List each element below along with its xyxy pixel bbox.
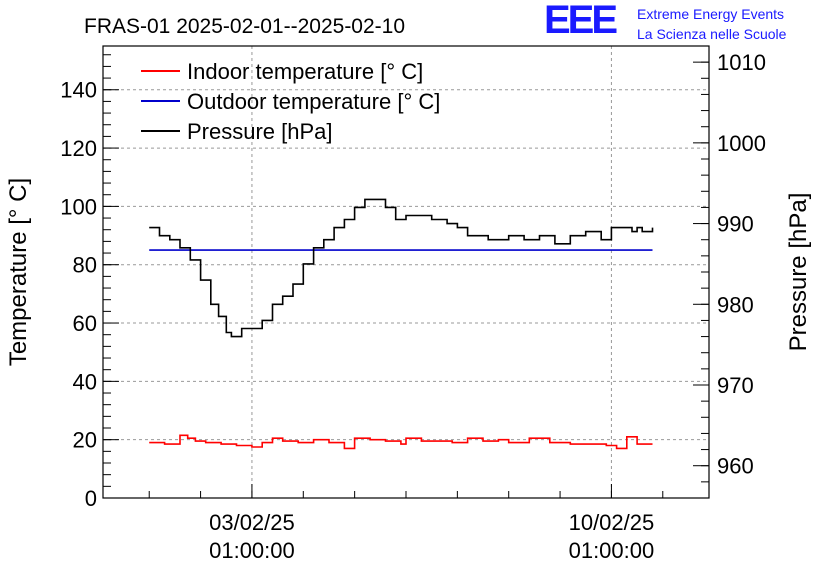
y2-tick-label: 1000: [717, 131, 766, 156]
logo-line-1: Extreme Energy Events: [637, 6, 785, 22]
eee-logo: EEE Extreme Energy Events La Scienza nel…: [544, 0, 832, 44]
grid-lines: [103, 46, 709, 498]
legend-label-1: Outdoor temperature [° C]: [187, 89, 440, 114]
x-axis: 03/02/25 01:00:00 10/02/25 01:00:00: [148, 484, 664, 563]
y2-tick-label: 990: [717, 212, 754, 237]
y2-tick-label: 960: [717, 454, 754, 479]
chart-title: FRAS-01 2025-02-01--2025-02-10: [84, 15, 405, 38]
series-layer: [149, 198, 654, 450]
right-axis: 960 970 980 990 1000 1010: [693, 45, 766, 499]
y-tick-label: 80: [73, 253, 97, 278]
y-tick-label: 40: [73, 369, 97, 394]
y-tick-label: 20: [73, 428, 97, 453]
x-tick-time: 01:00:00: [569, 538, 655, 563]
series-line-0: [149, 434, 653, 450]
y2-tick-label: 1010: [717, 50, 766, 75]
legend-label-2: Pressure [hPa]: [187, 119, 333, 144]
legend-label-0: Indoor temperature [° C]: [187, 59, 423, 84]
x-tick-date: 10/02/25: [569, 510, 655, 535]
x-tick-date: 03/02/25: [209, 510, 295, 535]
x-tick-time: 01:00:00: [209, 538, 295, 563]
legend: Indoor temperature [° C] Outdoor temperat…: [141, 59, 440, 144]
y-tick-label: 140: [60, 78, 97, 103]
y-tick-label: 120: [60, 136, 97, 161]
y-axis-label: Temperature [° C]: [5, 178, 32, 366]
y2-axis-label: Pressure [hPa]: [785, 193, 812, 352]
eee-logo-mark: EEE: [544, 0, 618, 42]
series-line-2: [149, 198, 654, 338]
left-axis: 0 20 40 60 80 100 120 140: [60, 54, 119, 511]
y2-tick-label: 980: [717, 292, 754, 317]
y-tick-label: 100: [60, 194, 97, 219]
y2-tick-label: 970: [717, 373, 754, 398]
y-tick-label: 60: [73, 311, 97, 336]
y-tick-label: 0: [85, 486, 97, 511]
logo-line-2: La Scienza nelle Scuole: [637, 26, 787, 42]
